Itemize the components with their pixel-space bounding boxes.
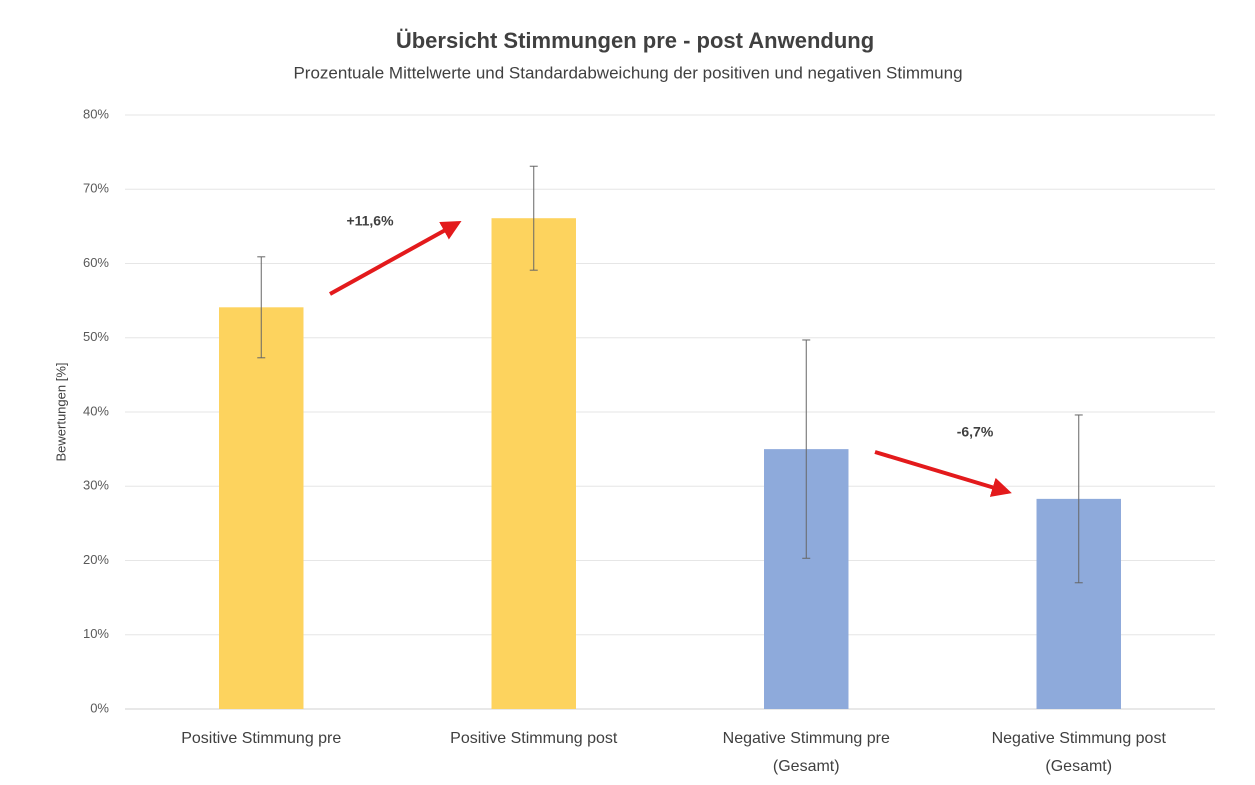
chart-title: Übersicht Stimmungen pre - post Anwendun… — [396, 28, 874, 53]
y-tick-label: 50% — [83, 329, 109, 344]
y-tick-label: 0% — [90, 700, 109, 715]
annotation: +11,6% — [346, 213, 394, 229]
y-tick-label: 30% — [83, 478, 109, 493]
x-tick-label: Positive Stimmung pre — [181, 730, 341, 747]
y-tick-label: 10% — [83, 626, 109, 641]
chart-subtitle: Prozentuale Mittelwerte und Standardabwe… — [293, 63, 962, 82]
y-axis-label: Bewertungen [%] — [53, 362, 68, 461]
y-tick-label: 40% — [83, 403, 109, 418]
annotation: -6,7% — [957, 424, 994, 440]
y-tick-label: 60% — [83, 255, 109, 270]
x-tick-label: Negative Stimmung post — [992, 730, 1167, 747]
arrow — [874, 450, 1012, 497]
y-tick-label: 20% — [83, 552, 109, 567]
x-tick-label: (Gesamt) — [773, 758, 840, 775]
arrow — [329, 221, 462, 296]
x-tick-label: Negative Stimmung pre — [723, 730, 890, 747]
x-tick-label: (Gesamt) — [1045, 758, 1112, 775]
x-tick-label: Positive Stimmung post — [450, 730, 618, 747]
y-tick-label: 70% — [83, 181, 109, 196]
y-tick-label: 80% — [83, 106, 109, 121]
bar — [219, 307, 304, 709]
bar — [491, 218, 576, 709]
